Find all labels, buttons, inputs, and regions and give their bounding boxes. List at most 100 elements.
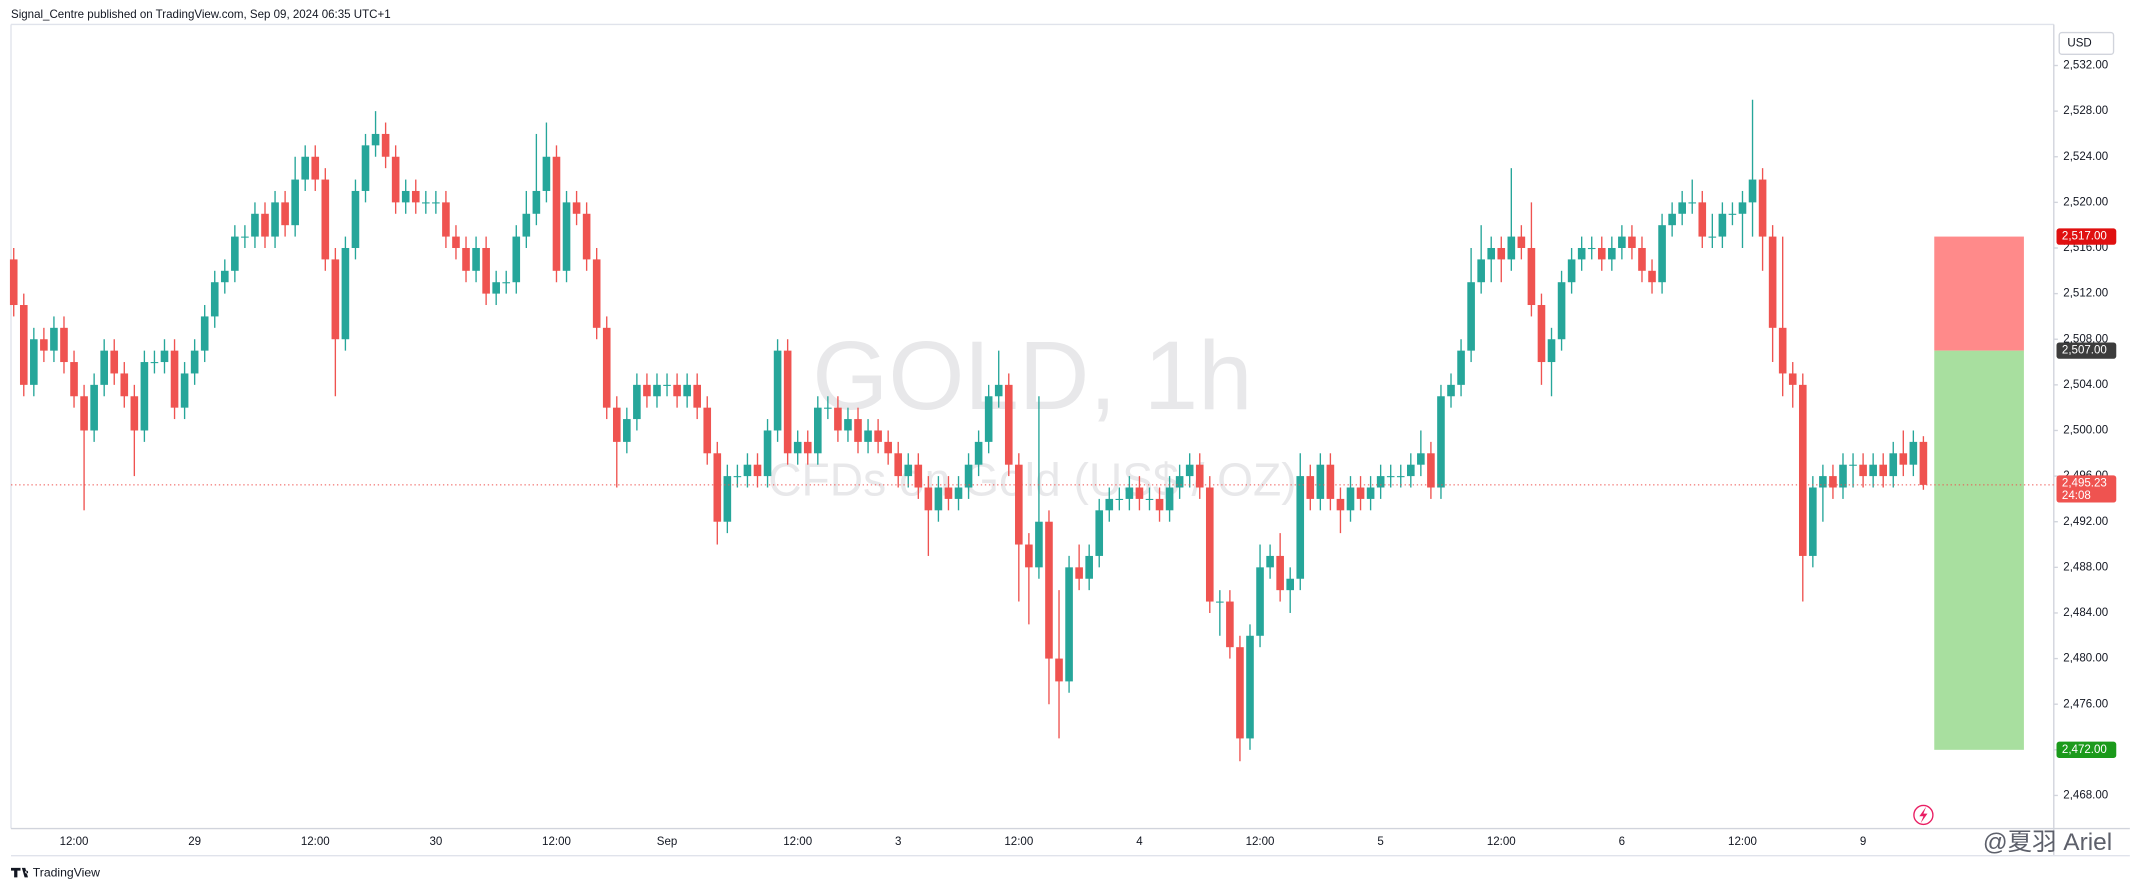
candle-body [1205, 487, 1214, 602]
x-tick-label: 12:00 [542, 836, 571, 848]
candle-body [1407, 464, 1415, 477]
candle-body [1628, 236, 1636, 248]
candle-body [462, 247, 470, 271]
candle-body [783, 350, 792, 454]
candle-body [874, 430, 882, 442]
candle-body [552, 156, 561, 271]
candle-body [391, 156, 400, 203]
candle-body [733, 476, 742, 478]
candle-body [1256, 567, 1264, 636]
candle-body [311, 156, 320, 180]
y-tick-label: 2,492.00 [2063, 516, 2108, 528]
candle-body [974, 441, 983, 465]
candle-body [50, 327, 58, 351]
candle-body [1195, 464, 1204, 488]
candle-body [1396, 476, 1405, 478]
currency-box [2058, 31, 2115, 56]
candle-body [864, 430, 872, 442]
candle-body [1698, 202, 1707, 237]
candle-body [1608, 247, 1616, 260]
candle-body [914, 464, 923, 488]
candle-body [1909, 441, 1918, 465]
candle-body [1015, 464, 1023, 545]
candle-body [1587, 247, 1596, 250]
candle-body [19, 305, 28, 385]
target-label-box [2056, 741, 2117, 758]
x-tick-label: 4 [1136, 836, 1143, 848]
candle-body [1919, 441, 1928, 485]
x-tick-label: 12:00 [1246, 836, 1275, 848]
candle-body [261, 213, 269, 237]
candle-body [1798, 384, 1807, 556]
candle-body [1025, 544, 1033, 568]
candle-body [1417, 453, 1425, 465]
candle-body [70, 362, 78, 397]
y-tick-label: 2,480.00 [2063, 653, 2108, 665]
candle-body [1115, 498, 1124, 500]
candle-body [1648, 270, 1656, 283]
countdown: 24:08 [2062, 490, 2091, 502]
candle-body [1497, 247, 1506, 260]
candle-body [1517, 236, 1526, 248]
candle-body [1296, 476, 1305, 579]
candle-body [1366, 487, 1375, 499]
candle-body [1055, 658, 1063, 682]
entry-label-box [2056, 342, 2117, 359]
candle-body [954, 487, 963, 499]
candle-body [1618, 236, 1626, 248]
candle-body [924, 487, 933, 511]
x-tick-label: Sep [657, 836, 678, 848]
candle-body [1105, 498, 1114, 511]
candle-body [9, 259, 18, 306]
candle-body [1065, 567, 1073, 682]
candle-body [1045, 521, 1053, 659]
candle-body [371, 133, 380, 146]
y-tick-label: 2,508.00 [2063, 333, 2108, 345]
candle-body [100, 350, 108, 385]
candle-body [1326, 464, 1335, 499]
candle-body [1567, 259, 1576, 283]
candle-body [522, 213, 531, 237]
x-tick-label: 12:00 [1487, 836, 1516, 848]
candle-body [1859, 464, 1867, 477]
footer: TradingView [33, 866, 100, 880]
candle-body [693, 384, 701, 408]
candle-body [1175, 476, 1184, 488]
candle-body [1758, 179, 1767, 237]
y-tick-label: 2,520.00 [2063, 196, 2108, 208]
candle-body [422, 202, 430, 204]
x-tick-label: 9 [1860, 836, 1866, 848]
candle-body [663, 384, 671, 386]
candle-body [220, 270, 229, 283]
y-tick-label: 2,504.00 [2063, 379, 2108, 391]
candle-body [643, 384, 651, 397]
bolt-icon [1913, 804, 1934, 826]
candle-body [1879, 464, 1888, 477]
candle-body [190, 350, 199, 374]
candle-body [1356, 487, 1365, 499]
candle-body [703, 407, 712, 454]
x-tick-label: 6 [1619, 836, 1625, 848]
candle-body [1467, 282, 1475, 351]
y-tick-label: 2,468.00 [2063, 789, 2108, 801]
candle-body [140, 362, 149, 431]
candle-body [1316, 464, 1325, 499]
tv-logo [11, 867, 29, 878]
candle-body [1216, 601, 1224, 603]
candle-body [653, 384, 661, 397]
candle-body [894, 453, 903, 477]
candle-body [683, 384, 691, 397]
candle-body [1889, 453, 1898, 477]
candle-body [1658, 225, 1666, 283]
stop-zone [1934, 236, 2024, 351]
candle-body [110, 350, 119, 374]
candle-body [1165, 487, 1174, 511]
candle-body [120, 373, 129, 397]
candle-body [1738, 202, 1747, 214]
candle-body [572, 202, 581, 214]
candle-body [763, 430, 772, 477]
candle-body [592, 259, 601, 328]
candle-body [1336, 498, 1345, 511]
candle-body [813, 407, 822, 454]
